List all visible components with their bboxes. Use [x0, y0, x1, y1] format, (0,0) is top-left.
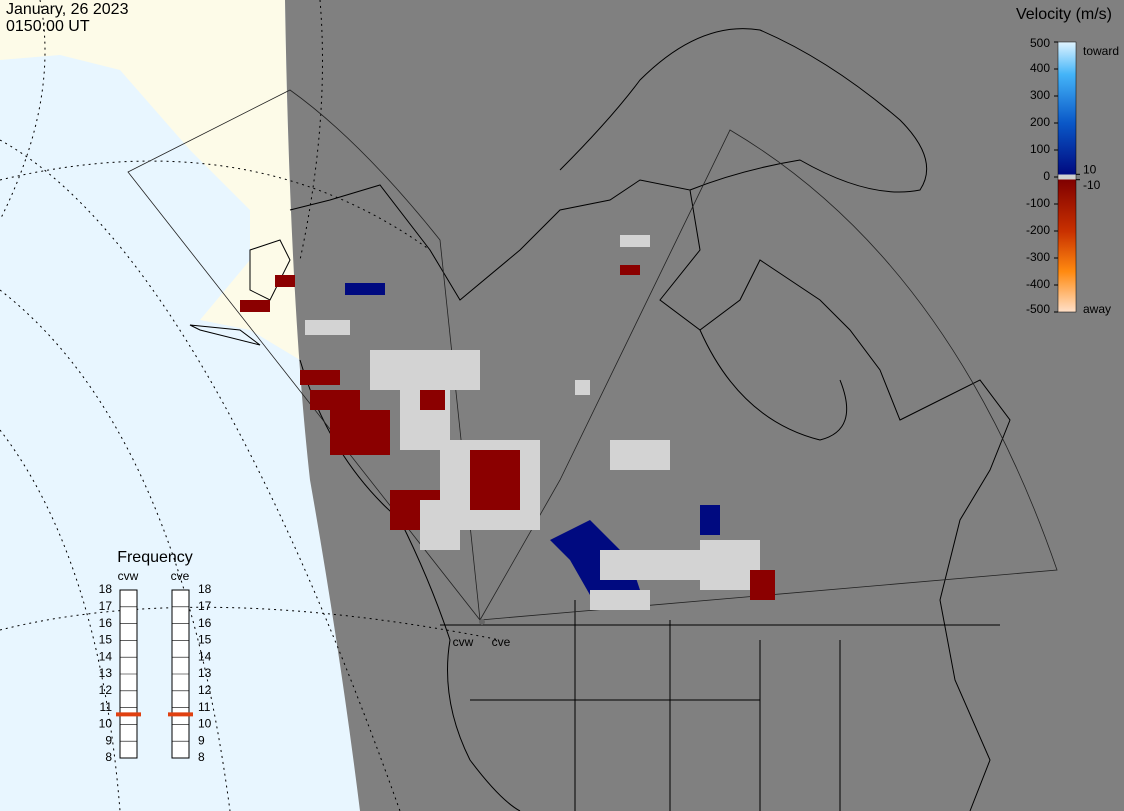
frequency-tick-label: 17 [198, 599, 212, 613]
graticule [299, 0, 323, 261]
frequency-tick-label: 16 [99, 616, 113, 630]
velocity-cell [275, 275, 295, 287]
aleutians [189, 324, 261, 346]
frequency-tick-label: 11 [100, 700, 113, 714]
coastline [289, 179, 1011, 811]
velocity-cells [240, 235, 775, 610]
colorbar-tick-label: -300 [1026, 250, 1050, 264]
frequency-tick-label: 15 [99, 633, 113, 647]
date-label: January, 26 2023 [6, 1, 129, 18]
radar-site-label: cvw [453, 635, 474, 649]
colorbar-bottom-label: away [1083, 302, 1111, 316]
colorbar-tick-label: -200 [1026, 223, 1050, 237]
frequency-tick-label: 12 [198, 683, 212, 697]
night-region [285, 0, 1124, 811]
frequency-tick-label: 13 [99, 666, 113, 680]
radar-site-label: cve [492, 635, 511, 649]
frequency-tick-label: 12 [99, 683, 113, 697]
frequency-tick-label: 10 [99, 717, 113, 731]
frequency-tick-label: 15 [198, 633, 212, 647]
frequency-tick-label: 14 [198, 649, 212, 663]
frequency-tick-label: 10 [198, 717, 212, 731]
velocity-cell [470, 450, 520, 510]
frequency-tick-label: 11 [198, 700, 211, 714]
alaska-land [0, 0, 300, 360]
velocity-cell [700, 505, 720, 535]
colorbar-tick-label: 300 [1030, 88, 1050, 102]
frequency-tick-label: 9 [105, 733, 112, 747]
velocity-cell [600, 550, 700, 580]
fov-cvw [127, 89, 481, 622]
radar-name: cve [171, 569, 190, 583]
colorbar-tick-label: -500 [1026, 302, 1050, 316]
graticule [0, 160, 431, 251]
frequency-tick-label: 8 [198, 750, 205, 764]
velocity-cell [620, 235, 650, 247]
velocity-cell [300, 370, 340, 385]
frequency-tick-label: 17 [99, 599, 113, 613]
frequency-title: Frequency [117, 549, 193, 566]
velocity-cell [750, 570, 775, 600]
graticule [0, 429, 121, 811]
velocity-cell [420, 500, 460, 550]
frequency-tick-label: 18 [198, 582, 212, 596]
radar-site [479, 619, 485, 625]
velocity-cell [345, 283, 385, 295]
colorbar-tick-label: 0 [1043, 169, 1050, 183]
colorbar-tick-label: 400 [1030, 61, 1050, 75]
colorbar-tick-label: 200 [1030, 115, 1050, 129]
velocity-cell [240, 300, 270, 312]
arctic-islands [559, 28, 928, 193]
colorbar-tick-label: 100 [1030, 142, 1050, 156]
frequency-tick-label: 8 [105, 750, 112, 764]
velocity-cell [590, 590, 650, 610]
velocity-cell [610, 440, 670, 470]
colorbar-top-label: toward [1083, 44, 1119, 58]
colorbar-inner-tick-label: -10 [1083, 178, 1101, 192]
radar-name: cvw [118, 569, 139, 583]
colorbar-tick-label: -400 [1026, 277, 1050, 291]
frequency-tick-label: 16 [198, 616, 212, 630]
velocity-cell [330, 410, 390, 455]
fov-cve [479, 129, 1058, 621]
colorbar-tick-label: -100 [1026, 196, 1050, 210]
frequency-tick-label: 13 [198, 666, 212, 680]
velocity-cell [310, 390, 360, 410]
graticule [0, 289, 231, 811]
velocity-cell [305, 320, 350, 335]
frequency-tick-label: 9 [198, 733, 205, 747]
graticule [0, 0, 46, 221]
velocity-cell [420, 390, 445, 410]
state-borders [440, 600, 1000, 811]
time-label: 0150:00 UT [6, 18, 90, 35]
colorbar-tick-label: 500 [1030, 36, 1050, 50]
velocity-cell [620, 265, 640, 275]
velocity-cell [575, 380, 590, 395]
frequency-tick-label: 18 [99, 582, 113, 596]
colorbar-inner-tick-label: 10 [1083, 162, 1097, 176]
colorbar-title: Velocity (m/s) [1016, 6, 1112, 23]
hudson-bay [699, 329, 848, 441]
frequency-tick-label: 14 [99, 649, 113, 663]
colorbar [1057, 41, 1077, 313]
